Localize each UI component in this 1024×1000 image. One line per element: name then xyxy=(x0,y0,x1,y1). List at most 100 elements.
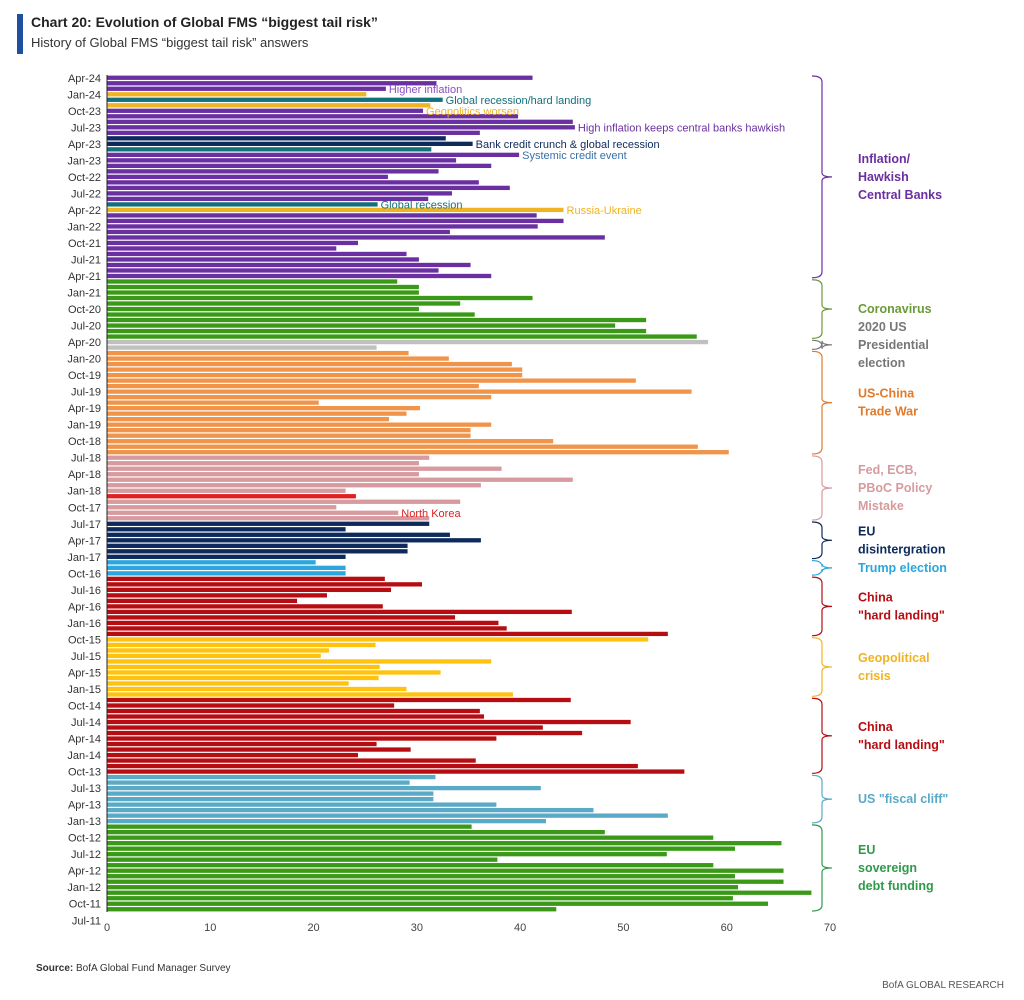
bar xyxy=(107,158,457,163)
bar xyxy=(107,868,784,873)
bar-annotation: Global recession xyxy=(381,199,463,211)
bar xyxy=(107,736,497,741)
bar xyxy=(107,686,407,692)
bar xyxy=(107,169,439,174)
bar xyxy=(107,97,443,102)
group-label: "hard landing" xyxy=(858,738,945,752)
bar xyxy=(107,587,392,593)
bar xyxy=(107,103,431,108)
bar xyxy=(107,774,436,780)
source-text: BofA Global Fund Manager Survey xyxy=(73,963,231,974)
group-brace xyxy=(811,697,833,774)
y-tick-label: Apr-20 xyxy=(68,337,101,349)
y-tick-label: Jan-16 xyxy=(67,618,101,630)
y-tick-label: Oct-23 xyxy=(68,106,101,118)
bar xyxy=(107,114,519,119)
group-label: Hawkish xyxy=(858,170,909,184)
bar xyxy=(107,202,378,207)
bar xyxy=(107,879,784,884)
bar xyxy=(107,372,523,378)
source-note: Source: BofA Global Fund Manager Survey xyxy=(36,963,231,974)
bar xyxy=(107,356,449,361)
group-label: Trump election xyxy=(858,561,947,575)
y-tick-label: Apr-17 xyxy=(68,535,101,547)
group-label: sovereign xyxy=(858,861,917,875)
bar xyxy=(107,780,410,785)
bar xyxy=(107,163,492,169)
bar xyxy=(107,885,739,890)
bar xyxy=(107,191,452,196)
bar-annotation: High inflation keeps central banks hawki… xyxy=(578,122,785,134)
bar xyxy=(107,295,533,301)
y-tick-label: Jan-22 xyxy=(67,221,101,233)
title-accent-bar xyxy=(17,14,23,54)
bar xyxy=(107,681,349,686)
y-tick-label: Jul-23 xyxy=(71,122,101,134)
group-brace xyxy=(811,521,833,560)
y-tick-label: Jan-15 xyxy=(67,684,101,696)
y-tick-label: Jul-19 xyxy=(71,387,101,399)
bar xyxy=(107,461,419,466)
y-tick-label: Jul-12 xyxy=(71,849,101,861)
bar xyxy=(107,538,481,543)
group-label: crisis xyxy=(858,669,891,683)
y-tick-label: Jan-17 xyxy=(67,552,101,564)
bar xyxy=(107,224,538,229)
group-label: US "fiscal cliff" xyxy=(858,792,948,806)
bar xyxy=(107,637,649,642)
bar xyxy=(107,708,480,714)
y-tick-label: Jan-19 xyxy=(67,420,101,432)
bar xyxy=(107,703,395,708)
y-tick-label: Apr-14 xyxy=(68,734,101,746)
bar xyxy=(107,411,407,416)
y-tick-label: Apr-22 xyxy=(68,205,101,217)
bar xyxy=(107,339,709,345)
y-tick-label: Oct-12 xyxy=(68,833,101,845)
bar xyxy=(107,323,616,328)
bar xyxy=(107,841,782,846)
group-label: Central Banks xyxy=(858,188,942,202)
bar xyxy=(107,763,638,769)
y-tick-label: Jul-15 xyxy=(71,651,101,663)
bar xyxy=(107,521,430,526)
chart-title: Chart 20: Evolution of Global FMS “bigge… xyxy=(31,14,378,30)
bar xyxy=(107,874,735,879)
group-brace xyxy=(811,559,833,576)
bar xyxy=(107,328,647,334)
group-label: "hard landing" xyxy=(858,608,945,622)
x-tick-label: 70 xyxy=(824,922,836,934)
bar xyxy=(107,466,502,471)
bar xyxy=(107,830,605,835)
group-label: election xyxy=(858,356,905,370)
bar xyxy=(107,141,473,146)
group-label: PBoC Policy xyxy=(858,481,932,495)
x-tick-label: 30 xyxy=(411,922,423,934)
bar xyxy=(107,846,735,851)
bar xyxy=(107,488,346,493)
group-label: US-China xyxy=(858,387,915,401)
bar xyxy=(107,262,471,268)
bar xyxy=(107,235,605,240)
y-tick-label: Jan-20 xyxy=(67,354,101,366)
y-tick-label: Jul-20 xyxy=(71,321,101,333)
bar xyxy=(107,609,572,615)
group-label: Geopolitical xyxy=(858,651,930,665)
bar xyxy=(107,857,498,862)
bar xyxy=(107,108,424,113)
bar xyxy=(107,505,337,510)
bar xyxy=(107,653,321,659)
group-brace xyxy=(811,455,833,521)
bar xyxy=(107,576,385,582)
group-brace xyxy=(811,824,833,912)
y-tick-label: Jul-13 xyxy=(71,783,101,795)
group-label: Inflation/ xyxy=(858,152,911,166)
bar xyxy=(107,317,647,323)
y-tick-label: Jul-14 xyxy=(71,717,101,729)
bar xyxy=(107,207,564,213)
bar xyxy=(107,383,479,389)
bar xyxy=(107,796,434,802)
y-tick-label: Jan-24 xyxy=(67,89,101,101)
bar xyxy=(107,664,380,670)
y-tick-label: Jan-23 xyxy=(67,155,101,167)
y-tick-label: Apr-23 xyxy=(68,139,101,151)
